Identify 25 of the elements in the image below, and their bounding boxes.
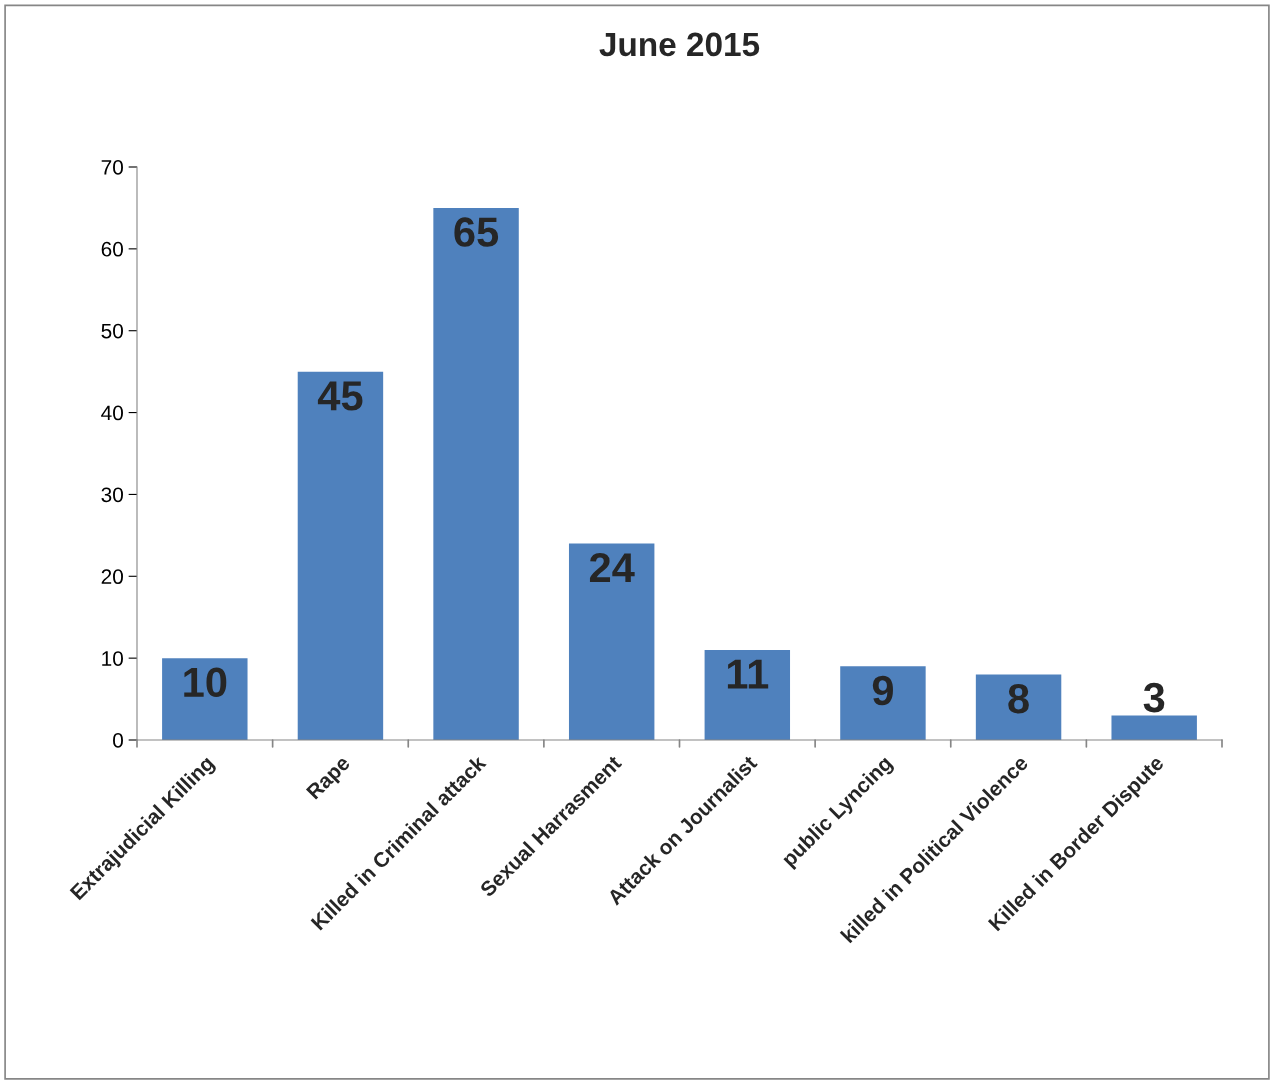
bar bbox=[1111, 715, 1197, 740]
bar bbox=[704, 649, 791, 740]
y-tick-label: 0 bbox=[113, 733, 123, 748]
y-tick-label: 70 bbox=[101, 160, 123, 175]
bar bbox=[975, 674, 1062, 740]
y-tick-label: 20 bbox=[101, 569, 123, 585]
data-label: 65 bbox=[454, 217, 499, 247]
y-tick-label: 30 bbox=[101, 487, 123, 503]
data-label: 24 bbox=[589, 552, 635, 583]
bar bbox=[162, 658, 248, 740]
data-label: 9 bbox=[872, 675, 893, 706]
bar bbox=[433, 207, 519, 740]
data-label: 8 bbox=[1008, 683, 1029, 714]
bar bbox=[840, 666, 926, 740]
bar bbox=[568, 543, 655, 740]
y-tick-label: 10 bbox=[102, 651, 123, 666]
data-label: 11 bbox=[727, 659, 769, 689]
chart-title: June 2015 bbox=[599, 32, 760, 57]
data-label: 10 bbox=[184, 667, 227, 698]
y-tick-label: 40 bbox=[101, 405, 123, 421]
data-label: 3 bbox=[1143, 682, 1165, 713]
bar bbox=[297, 371, 384, 740]
y-tick-label: 60 bbox=[101, 241, 123, 257]
y-tick-label: 50 bbox=[101, 323, 123, 339]
data-label: 45 bbox=[317, 381, 363, 411]
